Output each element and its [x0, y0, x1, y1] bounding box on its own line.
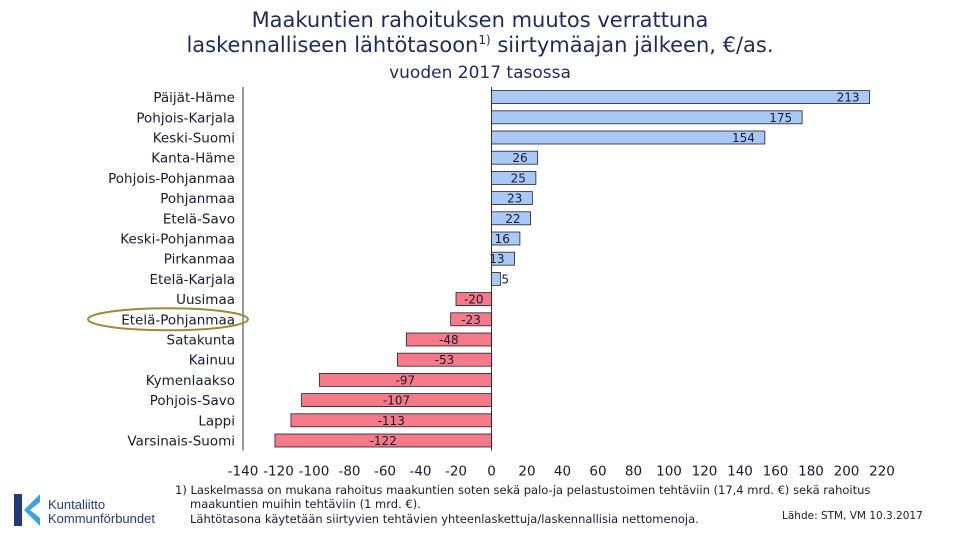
bar-1 — [491, 110, 803, 125]
chart-subtitle: vuoden 2017 tasossa — [389, 63, 571, 83]
x-tick-label-11: 80 — [625, 464, 642, 480]
value-label-7: 16 — [495, 232, 510, 246]
bar-10 — [455, 292, 492, 307]
value-label-8: 13 — [489, 252, 504, 266]
category-label-16: Lappi — [198, 413, 235, 429]
bar-17 — [274, 433, 492, 448]
category-label-9: Etelä-Karjala — [149, 272, 235, 288]
footnote-line2: maakuntien muihin tehtäviin (1 mrd. €). — [190, 497, 421, 511]
x-tick-label-5: -40 — [409, 464, 431, 480]
x-tick-label-7: 0 — [487, 464, 496, 480]
value-label-17: -122 — [370, 434, 397, 448]
x-tick-label-14: 140 — [727, 464, 753, 480]
logo-text-sv: Kommunförbundet — [48, 511, 155, 526]
x-tick-label-4: -60 — [374, 464, 396, 480]
value-label-11: -23 — [461, 313, 481, 327]
x-tick-label-10: 60 — [589, 464, 606, 480]
category-label-13: Kainuu — [189, 353, 235, 369]
category-label-11: Etelä-Pohjanmaa — [121, 312, 235, 328]
x-tick-label-13: 120 — [692, 464, 718, 480]
bar-5 — [491, 191, 533, 206]
bar-13 — [397, 352, 492, 367]
bar-11 — [450, 312, 492, 327]
category-label-2: Keski-Suomi — [153, 131, 235, 147]
bar-2 — [491, 130, 766, 145]
value-label-0: 213 — [837, 91, 860, 105]
category-label-3: Kanta-Häme — [151, 151, 235, 167]
value-label-15: -107 — [383, 394, 410, 408]
x-tick-label-16: 180 — [798, 464, 824, 480]
x-tick-label-12: 100 — [656, 464, 682, 480]
value-label-14: -97 — [396, 373, 416, 387]
value-label-1: 175 — [769, 111, 792, 125]
bar-4 — [491, 170, 537, 185]
value-label-13: -53 — [435, 353, 455, 367]
value-label-2: 154 — [732, 131, 755, 145]
x-tick-label-18: 220 — [869, 464, 895, 480]
bar-12 — [405, 332, 492, 347]
footnote-line1: 1) Laskelmassa on mukana rahoitus maakun… — [175, 483, 871, 497]
bar-16 — [290, 413, 492, 428]
category-label-17: Varsinais-Suomi — [127, 434, 235, 450]
bar-8 — [491, 251, 515, 266]
title-line2-rest: siirtymäajan jälkeen, €/as. — [490, 33, 774, 57]
title-line2-text: laskennalliseen lähtötasoon — [186, 33, 479, 57]
value-label-12: -48 — [439, 333, 459, 347]
x-tick-label-15: 160 — [763, 464, 789, 480]
footnote-line3: Lähtötasona käytetään siirtyvien tehtävi… — [190, 512, 699, 526]
bar-chart: Päijät-Häme 213 Pohjois-Karjala 175 Keski-Su… — [87, 87, 895, 480]
x-tick-label-2: -100 — [299, 464, 330, 480]
x-tick-label-1: -120 — [263, 464, 294, 480]
bar-7 — [491, 231, 521, 246]
category-label-1: Pohjois-Karjala — [136, 110, 235, 126]
x-tick-label-9: 40 — [554, 464, 571, 480]
value-label-5: 23 — [507, 192, 522, 206]
chart-title-line2: laskennalliseen lähtötasoon1) siirtymäaj… — [0, 33, 960, 57]
chart-title-line1: Maakuntien rahoituksen muutos verrattuna — [251, 8, 709, 32]
bar-6 — [491, 211, 531, 226]
value-label-10: -20 — [464, 293, 484, 307]
x-tick-label-3: -80 — [338, 464, 360, 480]
category-label-0: Päijät-Häme — [153, 90, 235, 106]
highlight-ellipse — [87, 307, 249, 332]
title-footnote-mark: 1) — [478, 33, 491, 47]
category-label-14: Kymenlaakso — [146, 373, 235, 389]
category-label-10: Uusimaa — [176, 292, 235, 308]
value-label-16: -113 — [378, 414, 405, 428]
source-note: Lähde: STM, VM 10.3.2017 — [782, 510, 923, 522]
value-label-6: 22 — [505, 212, 520, 226]
bar-15 — [301, 393, 492, 408]
value-label-4: 25 — [511, 171, 526, 185]
x-tick-label-0: -140 — [228, 464, 259, 480]
kuntaliitto-logo-icon — [14, 494, 40, 526]
category-label-4: Pohjois-Pohjanmaa — [108, 171, 235, 187]
logo-text-fi: Kuntaliitto — [48, 497, 106, 512]
category-label-5: Pohjanmaa — [160, 191, 235, 207]
x-tick-label-8: 20 — [518, 464, 535, 480]
category-label-12: Satakunta — [167, 333, 236, 349]
value-label-9: 5 — [501, 272, 509, 286]
x-tick-label-17: 200 — [834, 464, 860, 480]
bar-14 — [318, 372, 492, 387]
bar-3 — [491, 150, 539, 165]
x-tick-label-6: -20 — [445, 464, 467, 480]
category-label-7: Keski-Pohjanmaa — [120, 232, 235, 248]
bar-0 — [491, 90, 870, 104]
bar-9 — [491, 271, 501, 286]
category-label-8: Pirkanmaa — [164, 252, 235, 268]
category-label-15: Pohjois-Savo — [150, 393, 235, 409]
category-label-6: Etelä-Savo — [163, 211, 235, 227]
value-label-3: 26 — [512, 151, 527, 165]
